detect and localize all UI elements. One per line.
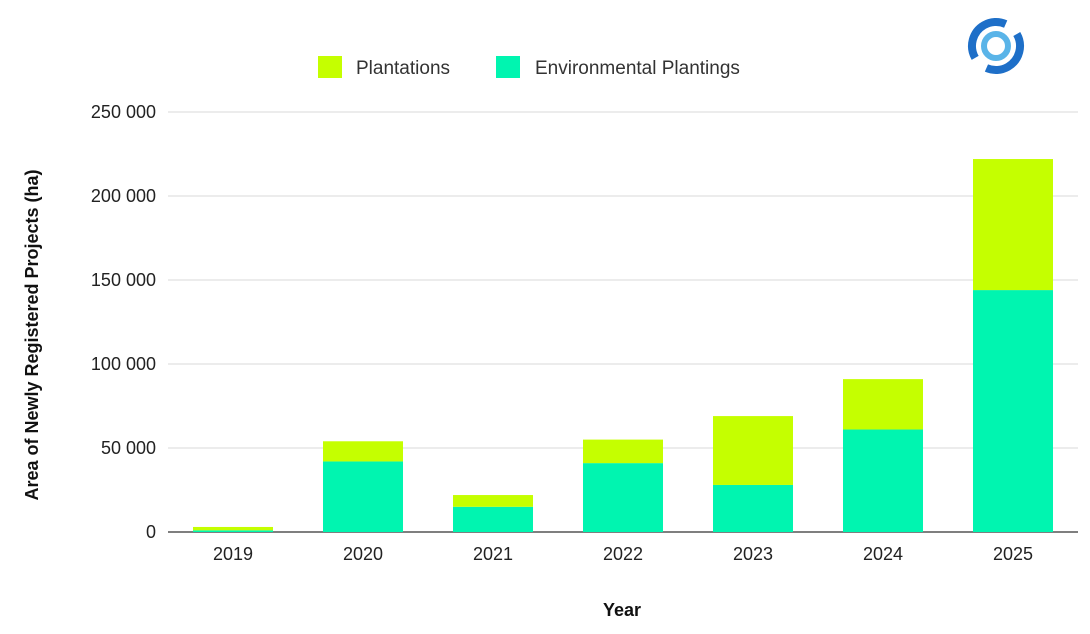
y-tick-label: 250 000 <box>91 102 156 122</box>
y-tick-label: 50 000 <box>101 438 156 458</box>
x-tick-label: 2022 <box>603 544 643 564</box>
y-tick-label: 200 000 <box>91 186 156 206</box>
bar-segment <box>973 159 1053 291</box>
x-tick-label: 2023 <box>733 544 773 564</box>
y-tick-label: 100 000 <box>91 354 156 374</box>
y-tick-label: 150 000 <box>91 270 156 290</box>
x-tick-label: 2020 <box>343 544 383 564</box>
x-tick-label: 2024 <box>863 544 903 564</box>
x-axis-title: Year <box>603 600 641 620</box>
legend-swatch <box>318 56 342 78</box>
bar-segment <box>843 429 923 532</box>
y-axis-ticks: 0 50 000 100 000 150 000 200 000 250 000 <box>91 102 156 542</box>
bar-segment <box>453 495 533 507</box>
bar-segment <box>453 506 533 532</box>
bar-segment <box>193 526 273 531</box>
bar-segment <box>193 530 273 532</box>
bar-segment <box>973 290 1053 532</box>
bar-segment <box>323 461 403 532</box>
x-tick-label: 2025 <box>993 544 1033 564</box>
x-axis-ticks: 2019 2020 2021 2022 2023 2024 2025 <box>213 544 1033 564</box>
x-tick-label: 2021 <box>473 544 513 564</box>
legend: Plantations Environmental Plantings <box>318 56 740 79</box>
legend-label: Plantations <box>356 58 450 79</box>
bar-segment <box>323 441 403 462</box>
y-tick-label: 0 <box>146 522 156 542</box>
bar-segment <box>843 379 923 430</box>
y-axis-title: Area of Newly Registered Projects (ha) <box>22 169 42 500</box>
x-tick-label: 2019 <box>213 544 253 564</box>
bar-segment <box>713 416 793 485</box>
circular-logo-icon <box>968 18 1024 74</box>
bar-segment <box>583 439 663 464</box>
bar-segment <box>583 463 663 532</box>
bars <box>193 159 1053 532</box>
legend-swatch <box>496 56 520 78</box>
bar-segment <box>713 484 793 532</box>
legend-label: Environmental Plantings <box>535 58 740 79</box>
